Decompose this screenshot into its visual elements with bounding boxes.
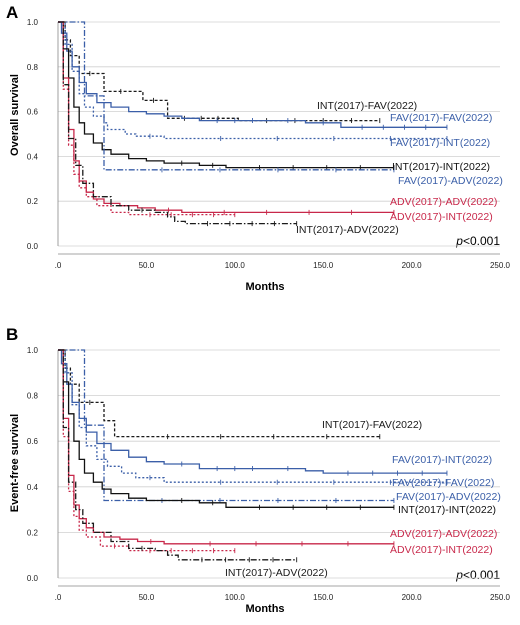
x-tick-label: 100.0 bbox=[225, 261, 246, 270]
panel-b-event-free-survival: B Event-free survival Months p<0.001 0.0… bbox=[6, 325, 511, 615]
series-label: ADV(2017)-INT(2022) bbox=[390, 211, 493, 223]
series-line bbox=[58, 349, 235, 552]
y-tick-label: 0.6 bbox=[27, 437, 39, 446]
panel-label-a: A bbox=[6, 3, 18, 22]
y-tick-label: 0.4 bbox=[27, 483, 39, 492]
series-label: FAV(2017)-FAV(2022) bbox=[392, 477, 494, 489]
y-tick-label: 1.0 bbox=[27, 346, 39, 355]
series-line bbox=[58, 21, 394, 171]
series-label: FAV(2017)-INT(2022) bbox=[390, 137, 490, 149]
x-axis-title: Months bbox=[245, 603, 284, 615]
p-value-label: p<0.001 bbox=[455, 568, 500, 582]
p-value-text: <0.001 bbox=[463, 234, 500, 248]
series-line bbox=[58, 21, 297, 225]
y-tick-label: 0.8 bbox=[27, 392, 39, 401]
panel-a-overall-survival: A Overall survival Months p<0.001 0.0 0.2… bbox=[6, 3, 511, 293]
p-value-text: <0.001 bbox=[463, 568, 500, 582]
series-label: INT(2017)-ADV(2022) bbox=[225, 567, 328, 579]
y-tick-label: 0.6 bbox=[27, 108, 39, 117]
series-line bbox=[58, 21, 394, 169]
series-label: FAV(2017)-ADV(2022) bbox=[398, 175, 503, 187]
series-line bbox=[58, 21, 235, 216]
x-tick-label: 50.0 bbox=[139, 261, 155, 270]
x-tick-label: .0 bbox=[55, 261, 62, 270]
series-label: INT(2017)-FAV(2022) bbox=[317, 100, 417, 112]
y-tick-label: 0.2 bbox=[27, 197, 39, 206]
series-line bbox=[58, 349, 394, 508]
p-value-symbol: p bbox=[455, 568, 463, 582]
x-tick-label: 150.0 bbox=[313, 593, 334, 602]
p-value-symbol: p bbox=[455, 234, 463, 248]
series-label: ADV(2017)-INT(2022) bbox=[390, 544, 493, 556]
x-tick-label: 150.0 bbox=[313, 261, 334, 270]
series-line bbox=[58, 349, 447, 483]
x-tick-label: 100.0 bbox=[225, 593, 246, 602]
x-tick-label: .0 bbox=[55, 593, 62, 602]
series-label: FAV(2017)-FAV(2022) bbox=[390, 112, 492, 124]
series-line bbox=[58, 21, 447, 140]
series-label: INT(2017)-ADV(2022) bbox=[296, 224, 399, 236]
y-tick-label: 0.4 bbox=[27, 152, 39, 161]
series-label: INT(2017)-FAV(2022) bbox=[322, 419, 422, 431]
y-tick-label: 0.0 bbox=[27, 574, 39, 583]
series-line bbox=[58, 349, 447, 474]
x-tick-label: 200.0 bbox=[402, 261, 423, 270]
panel-label-b: B bbox=[6, 325, 18, 344]
series-label: ADV(2017)-ADV(2022) bbox=[390, 528, 497, 540]
y-tick-label: 0.0 bbox=[27, 242, 39, 251]
series-line bbox=[58, 21, 447, 128]
series-label: INT(2017)-INT(2022) bbox=[398, 504, 496, 516]
series-line bbox=[58, 349, 297, 561]
y-axis-title: Event-free survival bbox=[9, 414, 21, 512]
series-line bbox=[58, 21, 394, 214]
series-line bbox=[58, 349, 380, 438]
series-label: FAV(2017)-ADV(2022) bbox=[396, 491, 501, 503]
y-tick-label: 0.2 bbox=[27, 528, 39, 537]
series-label: INT(2017)-INT(2022) bbox=[392, 161, 490, 173]
series-line bbox=[58, 349, 394, 545]
p-value-label: p<0.001 bbox=[455, 234, 500, 248]
y-tick-label: 1.0 bbox=[27, 18, 39, 27]
x-tick-label: 50.0 bbox=[139, 593, 155, 602]
y-axis-title: Overall survival bbox=[9, 74, 21, 156]
x-tick-label: 200.0 bbox=[402, 593, 423, 602]
series-label: FAV(2017)-INT(2022) bbox=[392, 454, 492, 466]
x-tick-label: 250.0 bbox=[490, 593, 511, 602]
y-tick-label: 0.8 bbox=[27, 63, 39, 72]
x-axis-title: Months bbox=[245, 281, 284, 293]
x-tick-label: 250.0 bbox=[490, 261, 511, 270]
series-label: ADV(2017)-ADV(2022) bbox=[390, 196, 497, 208]
